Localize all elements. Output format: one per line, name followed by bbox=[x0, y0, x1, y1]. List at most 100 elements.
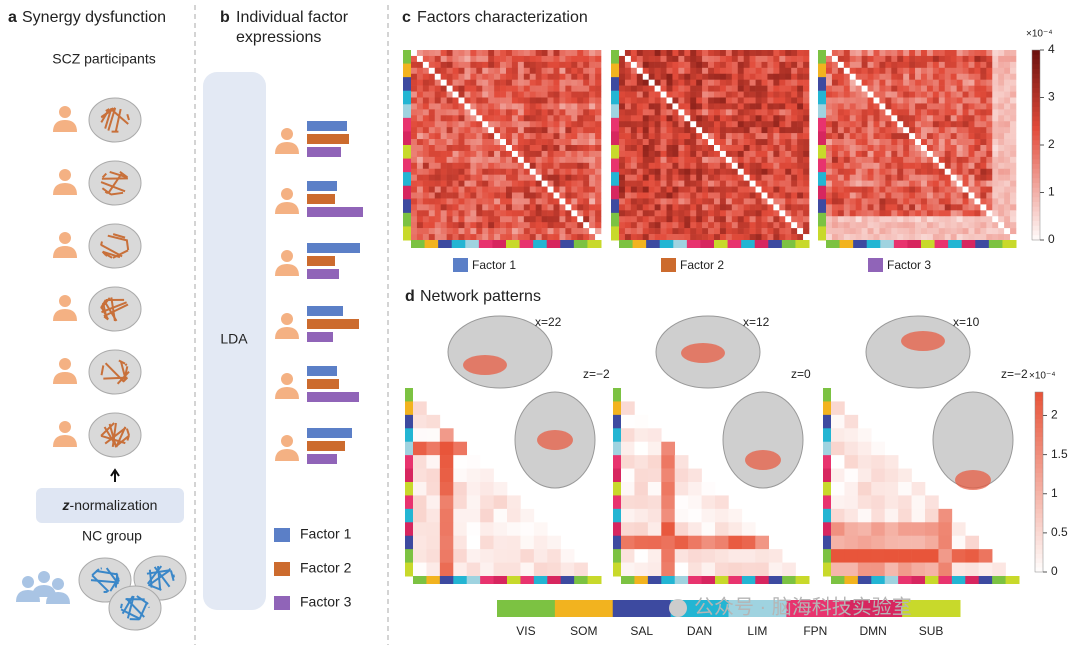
heatmap-cell bbox=[867, 198, 874, 205]
heatmap-cell bbox=[434, 127, 441, 134]
heatmap-cell bbox=[731, 50, 739, 57]
heatmap-cell bbox=[714, 168, 721, 175]
heatmap-cell bbox=[624, 50, 632, 57]
heatmap-cell bbox=[725, 234, 733, 241]
heatmap-cell bbox=[506, 79, 513, 86]
colorbar-step bbox=[1035, 527, 1043, 532]
network-strip bbox=[405, 428, 413, 443]
heatmap-cell bbox=[500, 192, 507, 199]
heatmap-cell bbox=[992, 91, 999, 98]
matrix-cell bbox=[634, 549, 649, 563]
legend-swatch bbox=[274, 528, 290, 542]
heatmap-cell bbox=[974, 73, 981, 80]
heatmap-cell bbox=[803, 180, 810, 187]
heatmap-cell bbox=[731, 121, 739, 128]
heatmap-cell bbox=[506, 186, 513, 193]
heatmap-cell bbox=[909, 109, 916, 116]
heatmap-cell bbox=[690, 85, 697, 92]
heatmap-cell bbox=[885, 198, 892, 205]
heatmap-cell bbox=[974, 109, 981, 116]
heatmap-cell bbox=[506, 210, 513, 217]
heatmap-cell bbox=[926, 61, 934, 69]
heatmap-cell bbox=[595, 115, 602, 122]
heatmap-cell bbox=[654, 234, 661, 241]
heatmap-cell bbox=[511, 79, 519, 86]
legend-swatch bbox=[661, 258, 676, 272]
heatmap-cell bbox=[684, 186, 691, 193]
heatmap-cell bbox=[719, 127, 727, 134]
heatmap-cell bbox=[636, 180, 644, 187]
heatmap-cell bbox=[773, 85, 780, 92]
heatmap-cell bbox=[974, 139, 981, 146]
heatmap-cell bbox=[452, 91, 459, 98]
heatmap-cell bbox=[837, 50, 845, 57]
heatmap-cell bbox=[915, 121, 922, 128]
heatmap-cell bbox=[932, 133, 940, 140]
heatmap-cell bbox=[737, 121, 744, 128]
heatmap-cell bbox=[974, 121, 981, 128]
heatmap-cell bbox=[624, 115, 632, 122]
heatmap-cell bbox=[998, 150, 1005, 158]
heatmap-cell bbox=[797, 73, 804, 80]
heatmap-cell bbox=[654, 216, 661, 223]
heatmap-cell bbox=[962, 115, 969, 122]
colorbar-exponent: ×10⁻⁴ bbox=[1026, 29, 1053, 40]
heatmap-cell bbox=[826, 168, 833, 175]
heatmap-cell bbox=[849, 79, 856, 86]
heatmap-cell bbox=[666, 79, 673, 86]
heatmap-cell bbox=[416, 150, 424, 158]
heatmap-cell bbox=[672, 180, 679, 187]
heatmap-cell bbox=[678, 79, 685, 86]
brain-edge bbox=[120, 603, 123, 609]
heatmap-cell bbox=[998, 186, 1005, 193]
heatmap-cell bbox=[897, 50, 904, 57]
heatmap-cell bbox=[779, 174, 786, 181]
heatmap-cell bbox=[636, 222, 644, 229]
heatmap-cell bbox=[1004, 121, 1011, 128]
heatmap-cell bbox=[529, 91, 536, 98]
heatmap-cell bbox=[980, 156, 987, 164]
heatmap-cell bbox=[843, 133, 851, 140]
heatmap-cell bbox=[672, 139, 679, 146]
heatmap-cell bbox=[500, 174, 507, 181]
heatmap-cell bbox=[535, 55, 542, 63]
heatmap-cell bbox=[803, 103, 810, 110]
heatmap-cell bbox=[452, 192, 459, 199]
heatmap-cell bbox=[654, 97, 661, 104]
network-strip bbox=[823, 414, 831, 429]
heatmap-cell bbox=[470, 174, 477, 181]
heatmap-cell bbox=[702, 228, 709, 235]
matrix-cell bbox=[728, 522, 743, 537]
heatmap-cell bbox=[932, 115, 940, 122]
heatmap-cell bbox=[565, 198, 572, 205]
network-strip bbox=[978, 576, 993, 584]
heatmap-cell bbox=[529, 133, 536, 140]
heatmap-cell bbox=[434, 234, 441, 241]
network-strip bbox=[611, 131, 619, 146]
heatmap-cell bbox=[523, 204, 531, 211]
network-swatch bbox=[786, 600, 845, 617]
heatmap-cell bbox=[837, 97, 845, 104]
heatmap-cell bbox=[998, 168, 1005, 175]
network-strip bbox=[823, 495, 831, 510]
heatmap-cell bbox=[944, 139, 951, 146]
heatmap-cell bbox=[749, 198, 756, 205]
heatmap-cell bbox=[743, 127, 750, 134]
matrix-cell bbox=[661, 562, 676, 577]
colorbar-step bbox=[1032, 97, 1040, 103]
brain-edge bbox=[126, 434, 130, 441]
heatmap-cell bbox=[452, 168, 459, 175]
heatmap-cell bbox=[879, 73, 886, 80]
heatmap-cell bbox=[595, 139, 602, 146]
heatmap-cell bbox=[926, 55, 934, 63]
heatmap-cell bbox=[458, 216, 465, 223]
matrix-cell bbox=[911, 535, 926, 550]
heatmap-cell bbox=[962, 210, 969, 217]
matrix-cell bbox=[621, 482, 635, 496]
heatmap-cell bbox=[452, 109, 459, 116]
heatmap-cell bbox=[589, 109, 596, 116]
heatmap-cell bbox=[660, 73, 667, 80]
heatmap-cell bbox=[1010, 67, 1017, 75]
heatmap-cell bbox=[791, 180, 798, 187]
heatmap-cell bbox=[962, 204, 969, 211]
